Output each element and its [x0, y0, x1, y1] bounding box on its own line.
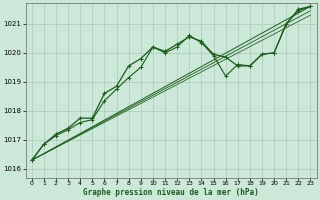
X-axis label: Graphe pression niveau de la mer (hPa): Graphe pression niveau de la mer (hPa) [83, 188, 259, 197]
